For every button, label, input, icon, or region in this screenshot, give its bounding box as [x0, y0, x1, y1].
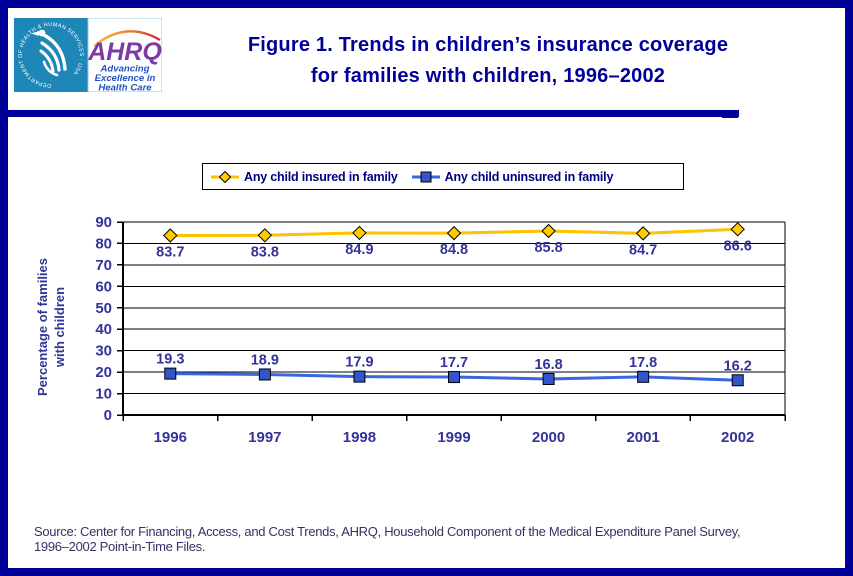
y-axis-title: Percentage of families with children	[34, 232, 68, 422]
data-label: 18.9	[251, 352, 279, 368]
x-tick-label: 2000	[532, 429, 565, 446]
data-label: 86.6	[724, 238, 752, 254]
ahrq-tagline: Advancing Excellence in Health Care	[95, 64, 156, 93]
data-label: 16.8	[534, 357, 562, 373]
axes	[117, 221, 786, 421]
data-label: 17.9	[345, 355, 373, 371]
series-1-markers	[164, 367, 744, 387]
data-label: 16.2	[724, 358, 752, 374]
y-axis-title-line1: Percentage of families	[35, 258, 50, 396]
data-point-marker	[163, 228, 178, 243]
data-point-marker	[352, 225, 367, 241]
x-tick-label: 1996	[154, 429, 187, 446]
arc-icon	[93, 30, 161, 47]
legend-label-uninsured: Any child uninsured in family	[444, 169, 614, 184]
x-tick-label: 1997	[248, 429, 281, 446]
svg-text:Excellence in: Excellence in	[95, 73, 156, 84]
figure-title: Figure 1. Trends in children’s insurance…	[148, 30, 828, 92]
legend-entry-insured: Any child insured in family	[211, 170, 398, 184]
header-divider-shadow	[722, 113, 738, 118]
data-label: 84.9	[345, 242, 373, 258]
insured-series-marker-icon	[211, 170, 239, 183]
data-point-marker	[635, 226, 651, 241]
y-tick-label: 60	[95, 278, 112, 295]
svg-text:AHRQ: AHRQ	[87, 38, 162, 66]
uninsured-series-marker-icon	[411, 171, 440, 182]
data-label: 85.8	[534, 240, 562, 256]
data-label: 17.8	[629, 355, 657, 371]
y-tick-label: 20	[95, 364, 112, 381]
x-tick-label: 2001	[626, 429, 659, 446]
source-note: Source: Center for Financing, Access, an…	[34, 524, 824, 554]
figure-title-line2: for families with children, 1996–2002	[310, 65, 666, 87]
y-tick-label: 50	[95, 300, 112, 317]
chart-legend: Any child insured in family Any child un…	[202, 163, 684, 190]
y-tick-label: 90	[95, 214, 112, 231]
y-axis-title-line2: with children	[52, 286, 67, 368]
legend-entry-uninsured: Any child uninsured in family	[411, 169, 614, 184]
source-note-line2: 1996–2002 Point-in-Time Files.	[34, 539, 206, 554]
data-point-marker	[258, 368, 271, 381]
legend-label-insured: Any child insured in family	[244, 169, 398, 184]
data-point-marker	[353, 370, 366, 383]
x-tick-label: 2002	[721, 429, 754, 446]
y-tick-label: 40	[95, 321, 112, 338]
y-tick-label: 10	[95, 386, 112, 403]
series-0-data-labels: 83.7 83.8 84.9 84.8 85.8 84.7 86.6	[156, 238, 752, 260]
data-label: 84.7	[629, 242, 657, 258]
y-tick-label: 30	[95, 343, 112, 360]
y-tick-label: 70	[95, 257, 112, 274]
series-1-data-labels: 19.3 18.9 17.9 17.7 16.8 17.8 16.2	[156, 352, 752, 375]
data-point-marker	[730, 222, 745, 237]
y-tick-label: 0	[104, 407, 112, 424]
data-label: 84.8	[440, 242, 468, 258]
series-0-markers	[163, 222, 745, 243]
line-chart: 0 10 20 30 40 50 60 70 80 90 1996 1997 1998 1999 2000 2…	[95, 214, 786, 446]
data-point-marker	[257, 228, 273, 243]
eagle-icon	[39, 33, 67, 77]
x-tick-labels: 1996 1997 1998 1999 2000 2001 2002	[154, 429, 755, 446]
source-note-line1: Source: Center for Financing, Access, an…	[34, 524, 741, 539]
y-tick-labels: 0 10 20 30 40 50 60 70 80 90	[95, 214, 112, 424]
y-tick-label: 80	[95, 235, 112, 252]
header-divider	[8, 110, 739, 117]
data-point-marker	[446, 225, 462, 241]
data-point-marker	[637, 370, 650, 383]
data-point-marker	[541, 223, 556, 239]
data-label: 19.3	[156, 352, 184, 368]
data-point-marker	[542, 372, 555, 385]
data-label: 17.7	[440, 355, 468, 371]
figure-title-line1: Figure 1. Trends in children’s insurance…	[247, 34, 729, 56]
x-tick-label: 1998	[343, 429, 376, 446]
ahrq-hhs-logo: DEPARTMENT OF HEALTH & HUMAN SERVICES · …	[14, 18, 162, 92]
data-point-marker	[448, 371, 460, 384]
data-point-marker	[164, 367, 177, 380]
x-tick-label: 1999	[437, 429, 470, 446]
data-label: 83.8	[251, 244, 279, 260]
data-point-marker	[731, 374, 744, 387]
gridlines	[123, 221, 785, 395]
hhs-seal-icon: DEPARTMENT OF HEALTH & HUMAN SERVICES · …	[14, 18, 88, 92]
svg-text:Advancing: Advancing	[99, 64, 149, 75]
ahrq-wordmark: AHRQ Advancing Excellence in Health Care	[87, 18, 162, 92]
data-label: 83.7	[156, 245, 184, 261]
svg-text:Health Care: Health Care	[98, 83, 152, 93]
